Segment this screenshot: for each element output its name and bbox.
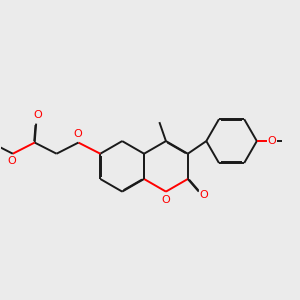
Text: O: O — [73, 129, 82, 139]
Text: O: O — [33, 110, 42, 120]
Text: O: O — [200, 190, 208, 200]
Text: O: O — [268, 136, 276, 146]
Text: O: O — [162, 195, 170, 205]
Text: O: O — [7, 156, 16, 166]
